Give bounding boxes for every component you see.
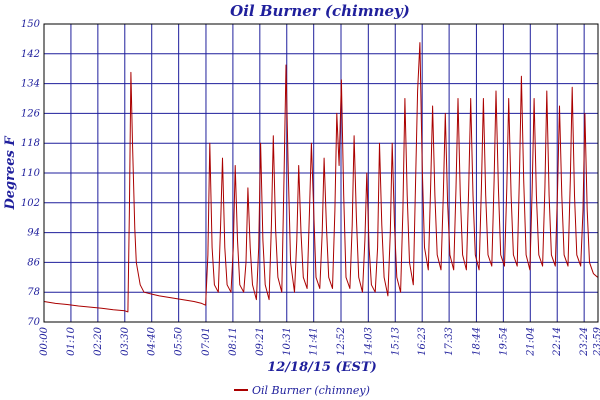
grid (44, 23, 598, 323)
legend-label: Oil Burner (chimney) (252, 384, 370, 397)
x-tick-label: 23:59 (593, 326, 600, 356)
y-tick-label: 102 (21, 198, 40, 209)
x-tick-label: 15:13 (390, 327, 401, 356)
y-tick-label: 70 (27, 317, 40, 328)
x-tick-label: 21:04 (525, 327, 536, 357)
x-tick-label: 23:24 (579, 327, 590, 357)
x-tick-label: 02:20 (93, 326, 104, 355)
x-tick-label: 10:31 (282, 327, 293, 356)
y-tick-label: 110 (21, 168, 41, 179)
x-tick-label: 11:41 (309, 327, 320, 356)
y-axis-title: Degrees F (3, 136, 18, 211)
y-tick-label: 142 (21, 49, 40, 60)
x-axis-title: 12/18/15 (EST) (267, 360, 377, 375)
x-tick-label: 22:14 (552, 327, 563, 357)
y-tick-label: 134 (21, 79, 40, 90)
y-tick-label: 126 (21, 108, 41, 119)
y-tick-label: 118 (21, 138, 40, 149)
x-tick-label: 17:33 (444, 327, 455, 356)
x-tick-label: 05:50 (174, 326, 185, 355)
x-tick-label: 12:52 (336, 327, 347, 356)
x-tick-label: 19:54 (498, 327, 509, 356)
x-tick-label: 01:10 (66, 326, 77, 355)
y-tick-label: 150 (21, 19, 41, 30)
x-tick-label: 07:01 (201, 327, 212, 356)
legend: Oil Burner (chimney) (234, 384, 370, 397)
x-axis-ticks: 00:00 01:10 02:20 03:30 04:40 05:50 07:01 08:11… (39, 326, 600, 356)
y-tick-label: 86 (27, 257, 40, 268)
y-tick-label: 78 (27, 287, 40, 298)
y-axis-ticks: 70 78 86 94 102 110 118 126 134 142 150 (21, 19, 41, 328)
series-line-0 (43, 42, 598, 313)
x-tick-label: 14:03 (363, 327, 374, 356)
x-tick-label: 08:11 (228, 327, 239, 356)
chart-title: Oil Burner (chimney) (230, 2, 410, 20)
x-tick-label: 00:00 (39, 326, 50, 355)
x-tick-label: 18:44 (471, 327, 482, 356)
y-tick-label: 94 (27, 228, 40, 239)
x-tick-label: 03:30 (120, 326, 131, 355)
x-tick-label: 04:40 (147, 326, 158, 355)
series-layer (43, 42, 598, 313)
plot-frame (43, 23, 599, 323)
x-tick-label: 09:21 (255, 327, 266, 356)
x-tick-label: 16:23 (417, 327, 428, 356)
